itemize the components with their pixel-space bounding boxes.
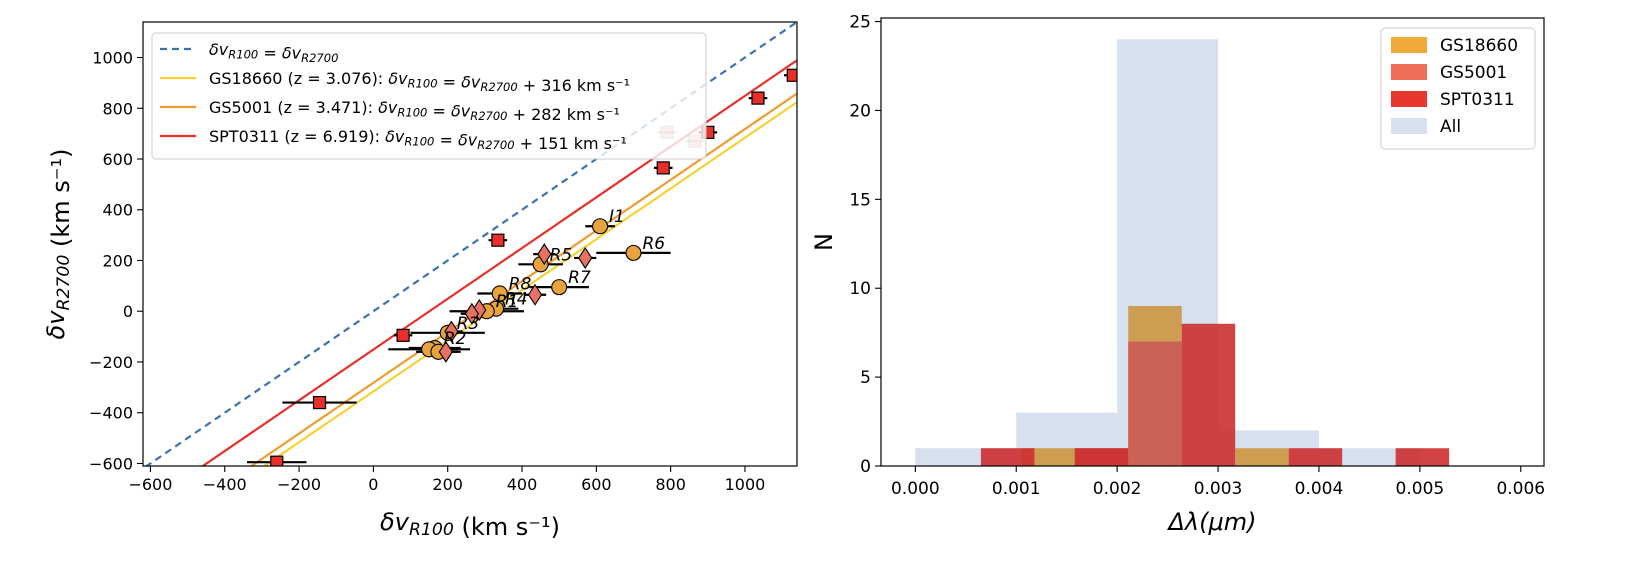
data-point-gs18660 [491, 285, 508, 302]
data-point-spt0311 [786, 68, 797, 82]
x-axis-label: δvR100 (km s⁻¹) [380, 508, 560, 541]
data-point-gs18660 [625, 244, 642, 261]
relation-line-identity [144, 22, 797, 466]
y-tick-label: 15 [849, 190, 871, 210]
legend-swatch-gs18660 [1391, 37, 1427, 53]
legend-label-all: All [1440, 117, 1461, 137]
y-tick-label: 10 [849, 279, 871, 299]
histogram-bar-spt0311 [1074, 448, 1129, 466]
histogram-bar-gs18660 [1235, 448, 1289, 466]
data-point-gs5001 [578, 246, 593, 269]
point-label: R6 [643, 234, 666, 254]
point-label: R8 [509, 274, 532, 294]
axes-frame [880, 17, 1545, 467]
wavelength-offset-histogram: 0.000 0.001 0.002 0.003 0.004 0.005 0.006 0 5 10 1… [810, 13, 1545, 536]
histogram-bar-spt0311 [1395, 448, 1450, 466]
y-axis-label: δvR2700 (km s⁻¹) [42, 149, 75, 340]
legend-label-gs5001: GS5001 [1440, 63, 1507, 83]
y-tick-label: 5 [860, 368, 871, 388]
point-label: R5 [550, 245, 573, 265]
x-tick-label: 0.000 [891, 479, 940, 499]
y-tick-label: −400 [89, 404, 133, 423]
legend-label-gs18660: GS18660 [1440, 36, 1518, 56]
histogram-bar-spt0311 [980, 448, 1035, 466]
y-tick-label: 800 [102, 99, 133, 118]
y-tick-label: 0 [860, 457, 871, 477]
histogram-bar-gs18660 [1021, 448, 1075, 466]
x-tick-label: 800 [655, 475, 686, 494]
data-point-gs5001 [527, 283, 543, 306]
legend-box [151, 32, 707, 160]
y-tick-label: 400 [102, 201, 133, 220]
point-label: R3 [457, 314, 480, 334]
data-point-spt0311 [656, 161, 670, 175]
relation-line-gs18660 [262, 100, 797, 466]
relation-line-spt0311 [200, 58, 797, 466]
legend-swatch-spt0311 [1391, 91, 1427, 107]
data-point-gs5001 [444, 320, 459, 343]
x-tick-label: 0.002 [1093, 479, 1142, 499]
point-label: I1 [609, 207, 625, 227]
data-point-spt0311 [751, 91, 765, 105]
x-tick-label: −600 [128, 475, 172, 494]
point-label: R7 [568, 268, 591, 288]
x-tick-label: −200 [277, 475, 321, 494]
x-tick-label: 200 [432, 475, 463, 494]
legend: δvR100 = δvR2700 GS18660 (z = 3.076): δvR… [151, 32, 707, 160]
legend-label-gs18660: GS18660 (z = 3.076): δvR100 = δvR2700 + … [209, 69, 630, 95]
y-tick-label: 200 [102, 251, 133, 270]
legend: GS18660 GS5001 SPT0311 All [1380, 27, 1536, 150]
data-point-spt0311 [312, 395, 327, 410]
x-tick-label: −400 [203, 475, 247, 494]
legend-label-spt0311: SPT0311 [1440, 90, 1515, 110]
data-point-gs5001 [464, 302, 480, 325]
y-tick-label: 20 [849, 101, 871, 121]
data-point-gs18660 [551, 279, 568, 296]
x-tick-label: 0 [368, 475, 378, 494]
point-label: R1 [496, 292, 519, 312]
data-point-gs5001 [438, 340, 454, 363]
histogram-bar-spt0311 [1288, 448, 1343, 466]
x-axis-label: Δλ(μm) [1167, 508, 1257, 536]
point-label: R4 [505, 290, 528, 310]
y-tick-label: −600 [89, 454, 133, 473]
x-tick-label: 0.001 [992, 479, 1041, 499]
x-tick-label: 0.004 [1295, 479, 1344, 499]
x-tick-label: 0.006 [1496, 479, 1545, 499]
y-tick-label: 1000 [92, 49, 133, 68]
y-tick-label: 25 [849, 13, 871, 33]
data-point-spt0311 [491, 233, 505, 247]
x-tick-label: 0.005 [1396, 479, 1445, 499]
y-tick-label: 600 [102, 150, 133, 169]
x-tick-label: 600 [581, 475, 612, 494]
x-tick-label: 1000 [725, 475, 766, 494]
histogram-bar-spt0311 [1181, 323, 1236, 466]
legend-label-spt0311: SPT0311 (z = 6.919): δvR100 = δvR2700 + … [209, 127, 627, 153]
data-point-gs5001 [537, 243, 552, 266]
data-point-gs18660 [592, 218, 609, 235]
legend-label-identity: δvR100 = δvR2700 [209, 40, 338, 65]
x-tick-label: 400 [507, 475, 538, 494]
axes-frame [142, 21, 798, 467]
legend-label-gs5001: GS5001 (z = 3.471): δvR100 = δvR2700 + 2… [209, 98, 620, 124]
y-tick-label: −200 [89, 353, 133, 372]
legend-swatch-all [1391, 118, 1427, 134]
histogram-bar-all [1318, 448, 1420, 466]
y-tick-label: 0 [123, 302, 133, 321]
x-tick-label: 0.003 [1194, 479, 1243, 499]
point-label: R2 [444, 329, 467, 349]
data-point-spt0311 [270, 455, 284, 466]
y-axis-label: N [810, 233, 838, 251]
data-point-spt0311 [396, 328, 410, 342]
legend-swatch-gs5001 [1391, 64, 1427, 80]
histogram-bar-gs5001 [1128, 341, 1182, 466]
